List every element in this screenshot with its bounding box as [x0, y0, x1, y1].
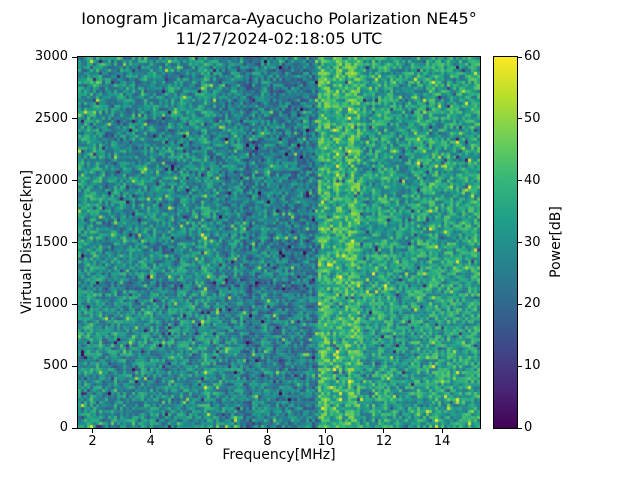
- y-tick-label: 0: [59, 420, 68, 435]
- y-tick-mark: [72, 365, 77, 367]
- x-tick-mark: [208, 428, 210, 433]
- colorbar-tick-mark: [517, 180, 522, 182]
- colorbar-tick-label: 10: [524, 358, 541, 374]
- y-tick-mark: [72, 56, 77, 58]
- heatmap-canvas: [78, 57, 480, 428]
- y-tick-mark: [72, 118, 77, 120]
- y-tick-mark: [72, 427, 77, 429]
- y-tick-label: 1000: [34, 296, 68, 312]
- colorbar-tick-mark: [517, 365, 522, 367]
- y-tick-label: 3000: [34, 49, 68, 64]
- x-tick-mark: [325, 428, 327, 433]
- y-tick-mark: [72, 303, 77, 305]
- y-tick-label: 2500: [34, 110, 68, 126]
- x-tick-label: 8: [263, 434, 272, 449]
- colorbar-tick-label: 20: [524, 296, 541, 312]
- x-tick-label: 6: [204, 434, 214, 449]
- colorbar-tick-mark: [517, 56, 522, 58]
- colorbar-tick-label: 30: [524, 234, 541, 250]
- x-axis-label: Frequency[MHz]: [222, 447, 336, 463]
- chart-subtitle: 11/27/2024-02:18:05 UTC: [175, 29, 383, 48]
- x-tick-label: 4: [146, 434, 155, 449]
- x-tick-mark: [441, 428, 443, 433]
- x-tick-mark: [150, 428, 152, 433]
- chart-title: Ionogram Jicamarca-Ayacucho Polarization…: [81, 9, 477, 28]
- colorbar-tick-mark: [517, 242, 522, 243]
- y-tick-label: 2000: [34, 172, 68, 188]
- y-tick-mark: [72, 180, 77, 182]
- colorbar-tick-label: 0: [524, 420, 533, 435]
- x-tick-mark: [383, 428, 385, 433]
- x-tick-label: 12: [375, 434, 393, 449]
- x-tick-label: 10: [317, 434, 334, 449]
- colorbar-tick-label: 40: [524, 172, 541, 188]
- colorbar-tick-mark: [517, 118, 522, 120]
- plot-area: [77, 56, 481, 429]
- colorbar-tick-mark: [517, 427, 522, 429]
- x-tick-mark: [266, 428, 268, 433]
- x-tick-mark: [92, 428, 94, 433]
- y-tick-label: 500: [43, 358, 68, 374]
- y-tick-label: 1500: [34, 234, 68, 250]
- x-tick-label: 2: [88, 434, 97, 449]
- colorbar: [493, 56, 518, 429]
- colorbar-tick-label: 50: [524, 110, 541, 126]
- y-tick-mark: [72, 242, 77, 243]
- colorbar-tick-mark: [517, 303, 522, 305]
- colorbar-tick-label: 60: [524, 49, 541, 64]
- x-tick-label: 14: [433, 434, 451, 449]
